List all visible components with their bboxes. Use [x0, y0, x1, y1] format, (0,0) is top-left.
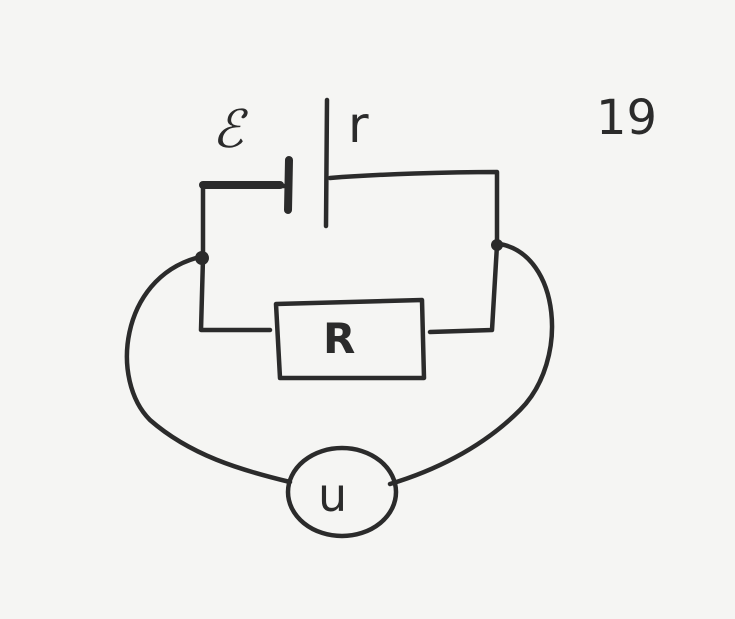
voltmeter-lead-left	[124, 255, 293, 485]
battery-short-plate	[284, 156, 293, 214]
internal-resistance-label: r	[348, 96, 369, 154]
wire-left-down	[198, 183, 273, 333]
resistor-label: R	[323, 314, 356, 363]
voltmeter-label: u	[318, 468, 348, 522]
figure-number: 19	[596, 90, 658, 146]
emf-label: ℰ	[212, 100, 244, 160]
voltmeter-lead-right	[387, 241, 555, 487]
voltmeter-circle	[285, 445, 399, 539]
junction-left	[195, 251, 209, 265]
resistor-box	[273, 297, 427, 381]
battery-long-plate	[323, 97, 330, 229]
wire-top-right	[327, 169, 500, 335]
